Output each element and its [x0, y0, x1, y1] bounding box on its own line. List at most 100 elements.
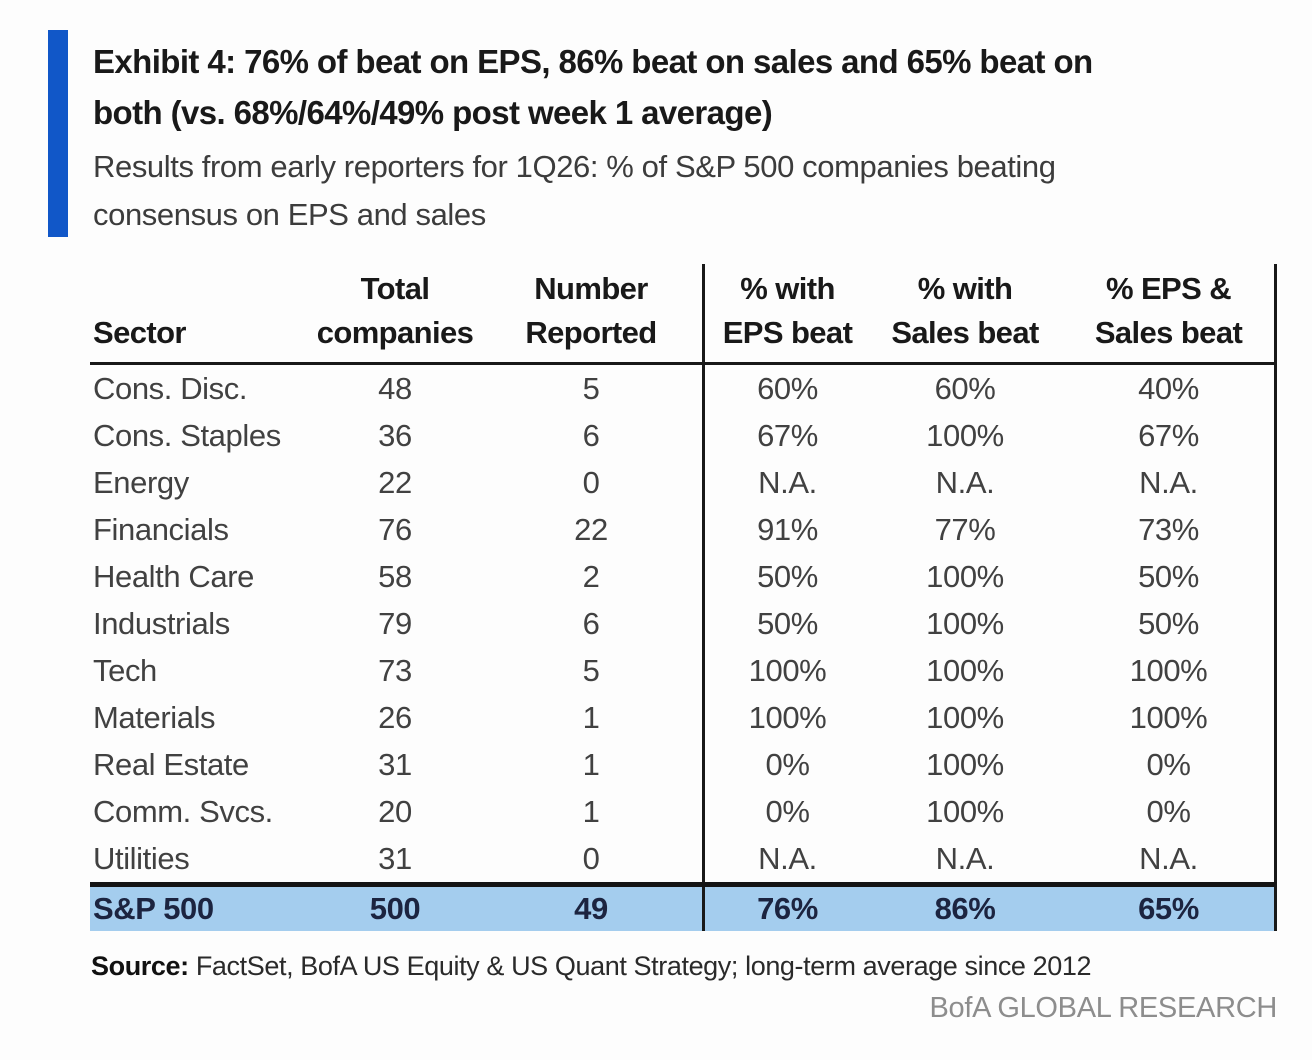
eps-and-sales-beat-value: N.A. — [1139, 841, 1198, 876]
number-reported-value: 0 — [582, 465, 600, 500]
table-row: Comm. Svcs. 20 1 0% 100% 0% — [90, 788, 1277, 835]
eps-and-sales-beat-value: 0% — [1146, 794, 1191, 829]
sector-name: Materials — [93, 700, 216, 735]
table-row: Utilities 31 0 N.A. N.A. N.A. — [90, 835, 1277, 882]
sector-name: Health Care — [93, 559, 255, 594]
table-row: Real Estate 31 1 0% 100% 0% — [90, 741, 1277, 788]
sales-beat-value: N.A. — [935, 465, 995, 500]
bofa-global-research-brand: BofA GLOBAL RESEARCH — [929, 992, 1277, 1024]
eps-beat-value: 67% — [702, 412, 870, 459]
table-row: Tech 73 5 100% 100% 100% — [90, 647, 1277, 694]
eps-beat-value: 91% — [702, 506, 870, 553]
number-reported-value: 6 — [582, 606, 600, 641]
number-reported-value: 5 — [582, 371, 600, 406]
number-reported-value: 1 — [582, 747, 600, 782]
number-reported-value: 22 — [574, 512, 608, 547]
total-companies-value: 48 — [378, 371, 412, 406]
column-header-eps-and-sales-beat: % EPS & Sales beat — [1094, 271, 1243, 350]
total-companies-value: 22 — [378, 465, 412, 500]
eps-and-sales-beat-value: 50% — [1138, 559, 1199, 594]
eps-beat-value: 60% — [702, 365, 870, 412]
eps-and-sales-beat-value: 50% — [1138, 606, 1199, 641]
eps-beat-value: 50% — [702, 600, 870, 647]
sector-name: Cons. Disc. — [93, 371, 248, 406]
eps-beat-value: 50% — [702, 553, 870, 600]
table-total-row-sp500: S&P 500 500 49 76% 86% 65% — [90, 882, 1277, 931]
sales-beat-value: 100% — [926, 418, 1004, 453]
total-companies-value: 36 — [378, 418, 412, 453]
number-reported-value: 6 — [582, 418, 600, 453]
sector-beats-table: Sector Total companies Number Reported %… — [90, 264, 1277, 931]
exhibit-accent-bar — [48, 30, 68, 237]
table-row: Health Care 58 2 50% 100% 50% — [90, 553, 1277, 600]
total-companies-value: 20 — [378, 794, 412, 829]
eps-and-sales-beat-value: 100% — [1129, 653, 1208, 688]
table-row: Industrials 79 6 50% 100% 50% — [90, 600, 1277, 647]
number-reported-value: 49 — [574, 891, 608, 926]
total-companies-value: 26 — [378, 700, 412, 735]
number-reported-value: 1 — [582, 794, 600, 829]
sector-name: Industrials — [93, 606, 230, 641]
total-companies-value: 73 — [378, 653, 412, 688]
eps-beat-value: N.A. — [702, 459, 870, 506]
eps-beat-value: 0% — [702, 788, 870, 835]
exhibit-title-line1: Exhibit 4: 76% of beat on EPS, 86% beat … — [93, 43, 1093, 80]
sales-beat-value: 60% — [934, 371, 996, 406]
eps-and-sales-beat-value: 0% — [1146, 747, 1191, 782]
eps-beat-value: N.A. — [702, 835, 870, 882]
eps-and-sales-beat-value: 65% — [1138, 891, 1199, 926]
sales-beat-value: 77% — [934, 512, 996, 547]
table-row: Energy 22 0 N.A. N.A. N.A. — [90, 459, 1277, 506]
eps-beat-value: 100% — [702, 647, 870, 694]
total-companies-value: 31 — [378, 841, 412, 876]
column-header-number-reported: Number Reported — [525, 271, 657, 350]
sales-beat-value: 100% — [926, 747, 1004, 782]
number-reported-value: 0 — [582, 841, 600, 876]
eps-and-sales-beat-value: 100% — [1129, 700, 1208, 735]
table-row: Cons. Disc. 48 5 60% 60% 40% — [90, 365, 1277, 412]
sales-beat-value: 100% — [926, 653, 1004, 688]
sector-name: Utilities — [93, 841, 190, 876]
source-note: Source: FactSet, BofA US Equity & US Qua… — [91, 951, 1092, 982]
exhibit-title-line2: both (vs. 68%/64%/49% post week 1 averag… — [93, 94, 773, 131]
column-header-total-companies: Total companies — [316, 271, 474, 350]
number-reported-value: 1 — [582, 700, 600, 735]
number-reported-value: 2 — [582, 559, 600, 594]
exhibit-title: Exhibit 4: 76% of beat on EPS, 86% beat … — [93, 36, 1258, 138]
eps-and-sales-beat-value: 40% — [1138, 371, 1199, 406]
sales-beat-value: 86% — [934, 891, 996, 926]
sales-beat-value: N.A. — [935, 841, 995, 876]
sector-name: Tech — [93, 653, 157, 688]
eps-beat-value: 0% — [702, 741, 870, 788]
column-header-sales-beat: % with Sales beat — [891, 271, 1039, 350]
table-header-row: Sector Total companies Number Reported %… — [90, 264, 1277, 365]
sector-name: Real Estate — [93, 747, 249, 782]
eps-and-sales-beat-value: N.A. — [1139, 465, 1198, 500]
column-header-sector: Sector — [93, 315, 186, 350]
sector-name: Energy — [93, 465, 189, 500]
total-companies-value: 500 — [369, 891, 421, 926]
number-reported-value: 5 — [582, 653, 600, 688]
total-companies-value: 79 — [378, 606, 412, 641]
table-row: Materials 26 1 100% 100% 100% — [90, 694, 1277, 741]
eps-beat-value: 76% — [702, 887, 870, 931]
table-row: Financials 76 22 91% 77% 73% — [90, 506, 1277, 553]
sector-name: S&P 500 — [93, 891, 214, 926]
sector-name: Comm. Svcs. — [93, 794, 273, 829]
sector-name: Financials — [93, 512, 229, 547]
table-row: Cons. Staples 36 6 67% 100% 67% — [90, 412, 1277, 459]
eps-and-sales-beat-value: 73% — [1138, 512, 1199, 547]
exhibit-header: Exhibit 4: 76% of beat on EPS, 86% beat … — [93, 36, 1258, 239]
sales-beat-value: 100% — [926, 700, 1004, 735]
total-companies-value: 76 — [378, 512, 412, 547]
total-companies-value: 58 — [378, 559, 412, 594]
total-companies-value: 31 — [378, 747, 412, 782]
eps-and-sales-beat-value: 67% — [1138, 418, 1199, 453]
exhibit-subtitle: Results from early reporters for 1Q26: %… — [93, 143, 1258, 239]
sales-beat-value: 100% — [926, 794, 1004, 829]
exhibit-subtitle-line2: consensus on EPS and sales — [93, 197, 486, 232]
sales-beat-value: 100% — [926, 559, 1004, 594]
source-label: Source: — [91, 951, 189, 981]
exhibit-subtitle-line1: Results from early reporters for 1Q26: %… — [93, 149, 1056, 184]
eps-beat-value: 100% — [702, 694, 870, 741]
